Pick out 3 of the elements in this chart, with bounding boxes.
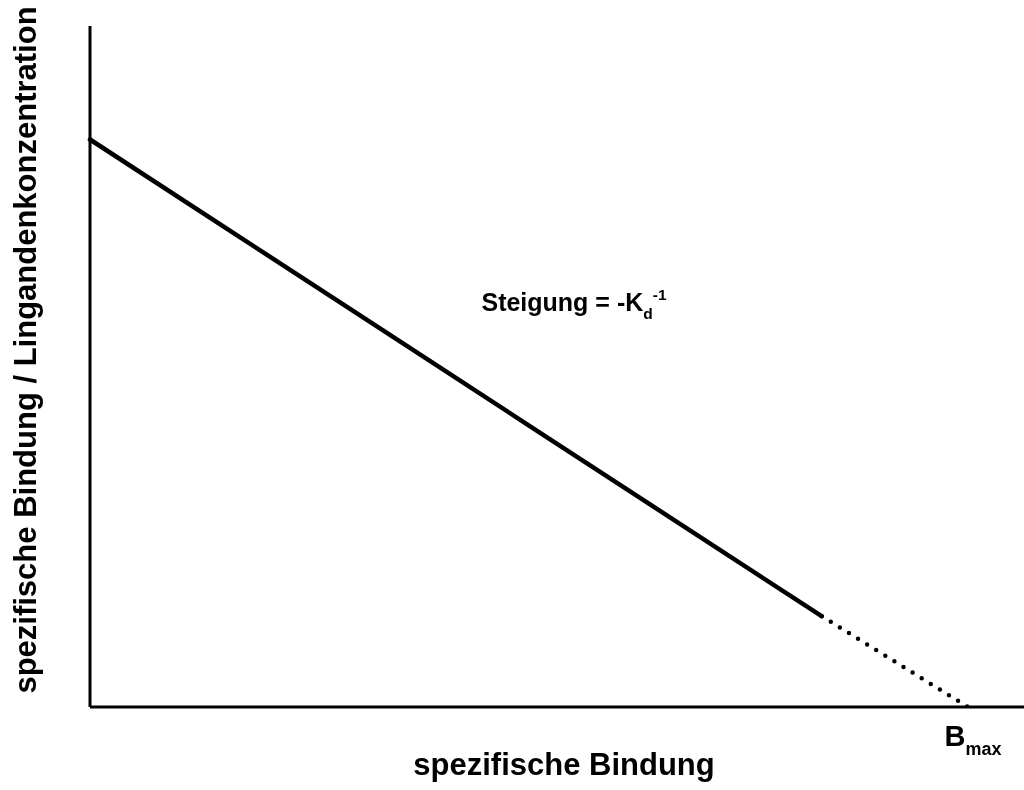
text: B$_{max}$ <box>944 720 1002 759</box>
x-axis-title: spezifische Bindung <box>413 747 715 782</box>
y-axis-title: spezifische Bindung / Lingandenkonzentration <box>8 6 43 694</box>
